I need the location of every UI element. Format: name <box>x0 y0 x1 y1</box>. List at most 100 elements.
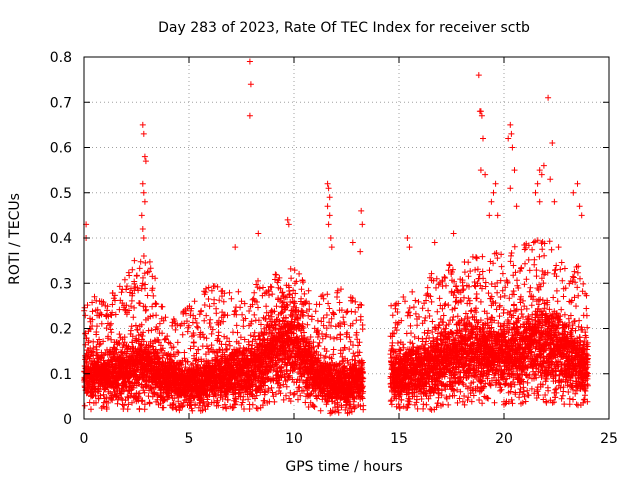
data-point <box>107 346 114 353</box>
data-point <box>233 322 240 329</box>
data-point <box>216 346 223 353</box>
data-point <box>359 326 366 333</box>
data-point <box>112 311 119 318</box>
data-point <box>224 335 230 342</box>
data-point <box>97 392 104 399</box>
data-point <box>203 285 209 292</box>
data-point <box>415 298 422 305</box>
data-point <box>355 342 361 349</box>
data-point <box>130 314 137 321</box>
data-point <box>160 317 167 324</box>
data-point <box>129 399 135 406</box>
data-point <box>141 406 148 413</box>
data-point <box>201 334 207 341</box>
data-point <box>140 338 147 345</box>
data-point <box>205 296 212 302</box>
data-point <box>326 305 333 312</box>
data-point <box>254 405 261 412</box>
data-point <box>222 341 229 348</box>
data-point <box>181 349 188 356</box>
data-point <box>128 323 135 330</box>
data-point <box>288 275 295 282</box>
data-point <box>88 406 94 413</box>
data-point <box>414 322 421 329</box>
data-point <box>109 397 116 404</box>
data-point <box>160 404 167 411</box>
data-point <box>235 288 242 295</box>
data-point <box>105 333 112 340</box>
data-point <box>89 308 96 315</box>
data-point <box>105 399 112 406</box>
data-point <box>228 295 235 302</box>
data-point <box>226 342 233 349</box>
data-point <box>412 297 419 304</box>
data-point <box>121 276 128 283</box>
data-point <box>123 302 130 309</box>
data-point <box>188 305 195 312</box>
data-point <box>116 306 123 313</box>
data-point <box>137 258 144 265</box>
data-point <box>108 336 115 343</box>
data-point <box>85 382 91 388</box>
chart-title: Day 283 of 2023, Rate Of TEC Index for r… <box>158 20 530 36</box>
data-point <box>162 336 169 343</box>
data-point <box>156 320 163 327</box>
data-point <box>154 325 161 332</box>
data-point <box>129 333 136 340</box>
data-point <box>205 284 212 291</box>
data-point <box>223 405 230 412</box>
data-point <box>85 337 92 344</box>
data-point <box>128 285 134 292</box>
data-point <box>108 312 115 319</box>
data-point <box>94 306 101 313</box>
data-point <box>96 336 103 343</box>
data-point <box>221 351 228 358</box>
data-point <box>319 292 326 299</box>
data-point <box>149 285 156 292</box>
data-point <box>120 341 127 348</box>
data-point <box>208 287 215 294</box>
data-point <box>159 345 166 352</box>
data-point <box>108 329 115 336</box>
data-point <box>146 400 153 407</box>
data-point <box>159 303 166 310</box>
data-points <box>81 58 591 417</box>
data-point <box>192 315 199 322</box>
data-point <box>182 364 189 371</box>
data-point <box>104 303 111 310</box>
data-point <box>126 289 133 296</box>
data-point <box>226 338 233 345</box>
data-point <box>183 310 189 317</box>
data-point <box>346 346 353 353</box>
data-point <box>141 389 148 396</box>
data-point <box>185 322 192 329</box>
data-point <box>213 310 220 317</box>
data-point <box>187 345 194 352</box>
data-point <box>387 398 394 405</box>
data-point <box>118 289 125 296</box>
data-point <box>134 327 141 333</box>
data-point <box>89 348 96 355</box>
data-point <box>291 267 298 274</box>
data-point <box>299 277 306 284</box>
data-point <box>221 333 228 340</box>
data-point <box>271 398 278 405</box>
data-point <box>203 312 210 319</box>
data-point <box>195 404 202 411</box>
data-point <box>116 331 123 338</box>
data-point <box>409 288 416 295</box>
data-point <box>301 290 308 297</box>
data-point <box>230 404 237 411</box>
data-point <box>168 392 175 399</box>
data-point <box>184 318 190 325</box>
data-point <box>150 385 156 391</box>
data-point <box>196 311 203 318</box>
data-point <box>88 349 95 356</box>
data-point <box>112 297 118 304</box>
data-point <box>135 380 142 387</box>
data-point <box>192 357 199 364</box>
data-point <box>263 303 270 310</box>
data-point <box>89 299 96 306</box>
data-point <box>121 334 128 341</box>
